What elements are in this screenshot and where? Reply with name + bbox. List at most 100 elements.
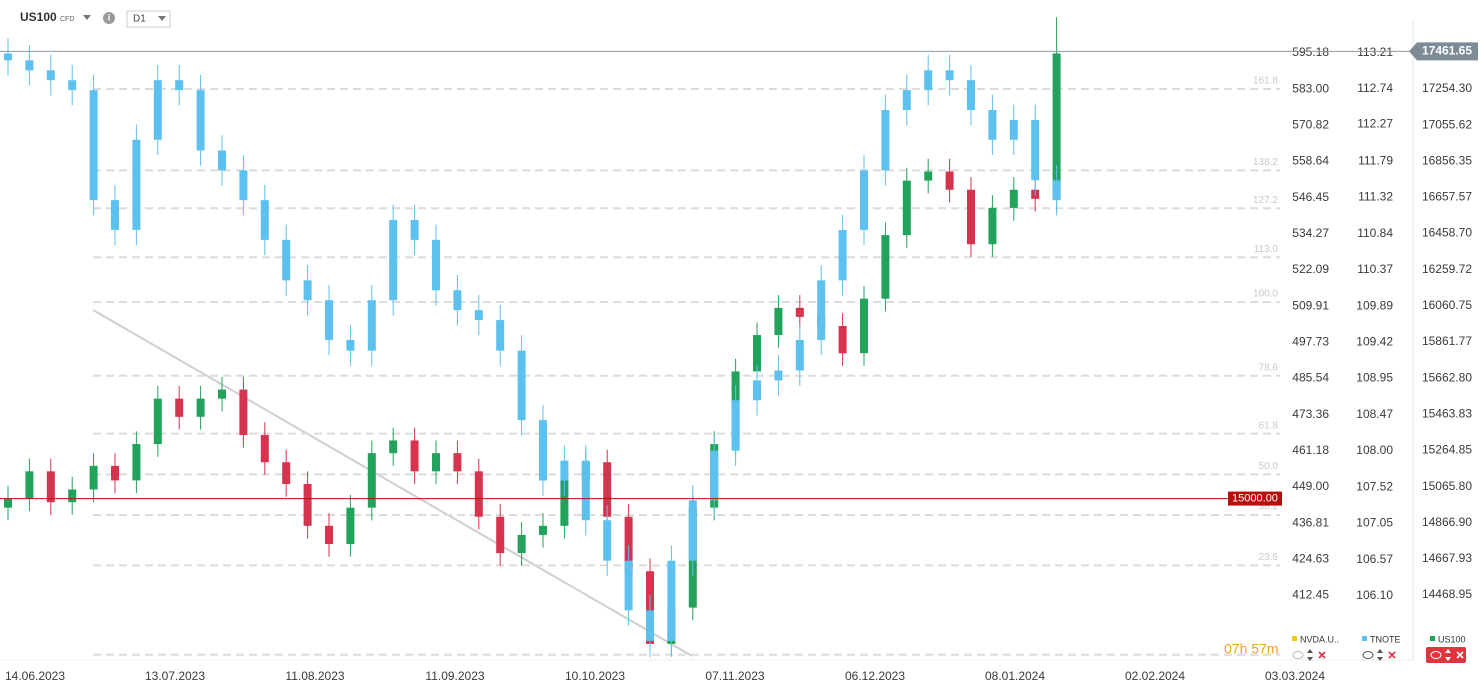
remove[interactable] — [1388, 651, 1396, 659]
candle-body — [282, 462, 291, 485]
symbol[interactable]: US100 — [20, 10, 57, 24]
y-tick-label: 546.45 — [1292, 190, 1329, 204]
candle-body — [1052, 53, 1061, 199]
candle-body — [881, 235, 890, 299]
candle-body — [132, 444, 141, 481]
candle-body — [325, 300, 333, 340]
candle-body — [196, 398, 205, 417]
candle-body — [153, 398, 162, 445]
candle-body — [367, 453, 376, 508]
price-line-tag — [1228, 491, 1282, 506]
y-tick-label: 106.10 — [1356, 588, 1393, 602]
candle-body — [539, 420, 547, 481]
y-tick-label: 15264.85 — [1422, 443, 1472, 457]
y-tick-label: 534.27 — [1292, 226, 1329, 240]
candle-body — [624, 560, 633, 611]
x-tick-label: 13.07.2023 — [145, 669, 205, 683]
y-tick-label: 15463.83 — [1422, 406, 1472, 420]
candle-body — [218, 389, 226, 399]
candle-body — [753, 380, 761, 401]
candle-body — [496, 516, 505, 554]
trend-line[interactable] — [92, 309, 693, 657]
y-tick-label: 522.09 — [1292, 262, 1329, 276]
timeframe-select[interactable] — [126, 10, 171, 28]
candle-body — [260, 434, 269, 463]
candle-body — [46, 70, 55, 81]
legend-label: US100 — [1438, 634, 1466, 644]
symbol-dropdown[interactable] — [83, 15, 91, 20]
reorder[interactable] — [1377, 649, 1383, 661]
reorder[interactable] — [1307, 649, 1313, 661]
candle-body — [432, 239, 440, 291]
legend-swatch — [1362, 636, 1367, 641]
y-tick-label: 424.63 — [1292, 551, 1329, 565]
y-tick-label: 14866.90 — [1422, 515, 1472, 529]
y-tick-label: 449.00 — [1292, 479, 1329, 493]
candle-body — [817, 280, 826, 340]
remove[interactable] — [1456, 651, 1464, 659]
candle-body — [111, 200, 119, 230]
fib-label: 50.0 — [1259, 461, 1279, 472]
y-tick-label: 595.18 — [1292, 45, 1329, 59]
candle-body — [560, 460, 569, 481]
y-tick-label: 16657.57 — [1422, 190, 1472, 204]
candle-body — [581, 460, 590, 521]
fib-label: 61.8 — [1259, 420, 1279, 431]
y-tick-label: 17254.30 — [1422, 81, 1472, 95]
candle-body — [474, 310, 483, 321]
timeframe: D1 — [133, 14, 146, 25]
candle-body — [902, 90, 911, 110]
y-tick-label: 461.18 — [1292, 443, 1329, 457]
x-tick-label: 07.11.2023 — [705, 669, 764, 683]
candle-body — [239, 170, 248, 201]
candle-body — [560, 480, 569, 526]
toggle-visibility[interactable] — [1430, 651, 1442, 659]
fib-label: 127.2 — [1253, 195, 1278, 206]
legend-label: NVDA.U.. — [1300, 634, 1339, 644]
y-tick-label: 108.95 — [1356, 370, 1393, 384]
candle-body — [367, 300, 376, 351]
candle-body — [902, 180, 911, 236]
info-icon[interactable] — [103, 12, 115, 24]
candle-body — [432, 453, 440, 472]
y-tick-label: 436.81 — [1292, 515, 1329, 529]
y-tick-label: 108.47 — [1356, 407, 1393, 421]
reorder[interactable] — [1445, 649, 1451, 661]
candle-body — [303, 280, 312, 301]
countdown: 07h 57m — [1224, 641, 1278, 657]
candle-body — [68, 489, 77, 503]
toggle-visibility[interactable] — [1292, 651, 1304, 659]
x-tick-label: 02.02.2024 — [1125, 669, 1185, 683]
y-tick-label: 111.79 — [1358, 153, 1393, 167]
y-tick-label: 108.00 — [1356, 443, 1393, 457]
candle-body — [389, 440, 398, 454]
candle-body — [474, 471, 483, 517]
candle-body — [667, 560, 676, 641]
candle-body — [25, 60, 34, 71]
candle-body — [988, 207, 997, 245]
x-tick-label: 08.01.2024 — [985, 669, 1045, 683]
toggle-visibility[interactable] — [1362, 651, 1374, 659]
candle-body — [68, 80, 77, 91]
fib-label: 161.8 — [1253, 76, 1278, 87]
candle-body — [25, 471, 34, 499]
legend-swatch — [1430, 636, 1435, 641]
candle-body — [945, 171, 954, 190]
y-tick-label: 570.82 — [1292, 117, 1329, 131]
candle-body — [795, 339, 804, 371]
candle-body — [175, 398, 184, 417]
info-glyph: i — [108, 12, 111, 22]
remove[interactable] — [1318, 651, 1326, 659]
y-tick-label: 110.84 — [1357, 226, 1393, 240]
y-tick-label: 412.45 — [1292, 588, 1329, 602]
candle-body — [1031, 119, 1040, 181]
candle-body — [496, 320, 505, 351]
last-price-label: 17461.65 — [1422, 44, 1472, 58]
candle-body — [46, 471, 55, 503]
candle-body — [282, 239, 291, 281]
y-tick-label: 14468.95 — [1422, 587, 1472, 601]
candle-body — [539, 525, 547, 535]
candle-body — [453, 290, 462, 311]
candle-body — [111, 465, 119, 481]
